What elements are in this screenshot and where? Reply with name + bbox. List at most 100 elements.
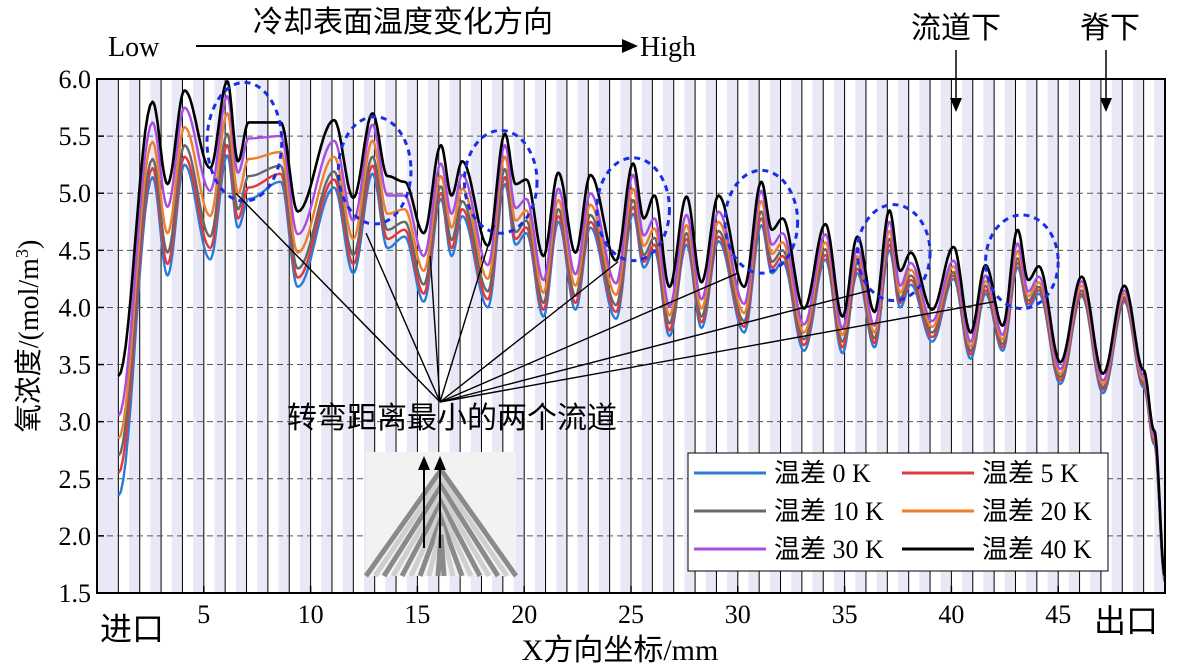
- ridge-band: [620, 79, 631, 593]
- ridge-band: [1068, 79, 1080, 593]
- highlight-ellipse: [205, 80, 284, 203]
- highlight-ellipse: [723, 168, 800, 275]
- ridge-band: [983, 79, 995, 593]
- ridge-band: [214, 79, 226, 593]
- highlight-ellipse: [984, 213, 1060, 311]
- outlet-label: 出口: [1094, 603, 1158, 639]
- y-axis-label-sup: 3: [12, 249, 32, 258]
- y-axis-label-end: ): [14, 240, 45, 249]
- legend-label: 温差 20 K: [982, 497, 1092, 526]
- ridge-band: [534, 79, 546, 593]
- ridge-band: [150, 79, 162, 593]
- y-tick-label: 1.5: [59, 579, 92, 608]
- ridge-band: [342, 79, 354, 593]
- ridge-band: [812, 79, 824, 593]
- ridge-band: [1026, 79, 1037, 593]
- y-tick-label: 2.0: [59, 522, 92, 551]
- ridge-band: [321, 79, 332, 593]
- ridge-band: [1004, 79, 1016, 593]
- ridge-band: [278, 79, 290, 593]
- legend-label: 温差 0 K: [774, 459, 871, 488]
- ridge-band: [1154, 79, 1165, 593]
- highlight-ellipse: [595, 156, 671, 263]
- ridge-band: [470, 79, 482, 593]
- channel-arrow-head-icon: [950, 98, 962, 112]
- ridge-band: [855, 79, 866, 593]
- x-tick-label: 35: [832, 600, 858, 629]
- x-tick-label: 10: [298, 600, 324, 629]
- ridge-band: [97, 79, 119, 593]
- inset-arrow-head-icon: [434, 456, 446, 470]
- flow-field-inset: [363, 452, 519, 578]
- ridge-band: [492, 79, 503, 593]
- highlight-ellipse: [336, 115, 413, 226]
- callout-line: [365, 232, 441, 403]
- y-tick-label: 4.0: [59, 293, 92, 322]
- ridge-band: [513, 79, 525, 593]
- ridge-band: [428, 79, 439, 593]
- y-tick-label: 3.5: [59, 351, 92, 380]
- ridge-band: [406, 79, 418, 593]
- y-tick-label: 6.0: [59, 65, 92, 94]
- legend-label: 温差 30 K: [774, 535, 884, 564]
- legend-label: 温差 40 K: [982, 535, 1092, 564]
- y-tick-label: 2.5: [59, 465, 92, 494]
- y-ticks: 1.5 2.0 2.5 3.0 3.5 4.0 4.5 5.0 5.5 6.0: [59, 65, 104, 608]
- ridge-band: [257, 79, 268, 593]
- ridge-band: [684, 79, 696, 593]
- ridge-band: [727, 79, 738, 593]
- inset-arrow-head-icon: [418, 456, 430, 470]
- callout-line: [235, 192, 441, 403]
- ridge-band: [1132, 79, 1144, 593]
- ridge-arrow-head-icon: [1100, 98, 1112, 112]
- x-axis-label: X方向坐标/mm: [522, 634, 719, 667]
- x-tick-label: 30: [725, 600, 751, 629]
- ridge-label: 脊下: [1080, 12, 1140, 45]
- ridge-band: [940, 79, 952, 593]
- ridge-band: [577, 79, 589, 593]
- ridge-band: [171, 79, 183, 593]
- ridge-band: [235, 79, 247, 593]
- series-line-5: [117, 80, 1167, 577]
- callout-label: 转弯距离最小的两个流道: [287, 402, 617, 435]
- y-tick-label: 5.0: [59, 179, 92, 208]
- x-ticks: 5 10 15 20 25 30 35 40 45: [197, 586, 1071, 629]
- ridge-band: [193, 79, 204, 593]
- callout-line: [439, 224, 495, 403]
- x-tick-label: 15: [404, 600, 430, 629]
- callout-line: [439, 301, 995, 403]
- legend-label: 温差 10 K: [774, 497, 884, 526]
- y-tick-label: 5.5: [59, 122, 92, 151]
- ridge-band: [876, 79, 888, 593]
- arrow-head-icon: [622, 39, 638, 53]
- x-tick-label: 40: [938, 600, 964, 629]
- legend: 温差 0 K 温差 5 K 温差 10 K 温差 20 K 温差 30 K 温差 40 K: [687, 452, 1109, 572]
- ridge-band: [449, 79, 461, 593]
- highlight-ellipses: [205, 80, 1060, 311]
- ridge-band: [385, 79, 397, 593]
- inlet-label: 进口: [100, 611, 164, 647]
- y-axis-label: 氧浓度/(mol/m3): [12, 240, 45, 433]
- callout-line: [429, 255, 441, 403]
- ridge-band: [556, 79, 567, 593]
- ridge-band: [769, 79, 781, 593]
- channel-label: 流道下: [911, 12, 1001, 45]
- ridge-band: [641, 79, 653, 593]
- ridge-band: [748, 79, 760, 593]
- y-tick-label: 3.0: [59, 408, 92, 437]
- y-axis-label-main: 氧浓度/(mol/m: [13, 258, 45, 432]
- low-label: Low: [108, 32, 160, 63]
- legend-label: 温差 5 K: [982, 459, 1079, 488]
- y-tick-label: 4.5: [59, 236, 92, 265]
- ridge-band: [919, 79, 931, 593]
- ridge-band: [791, 79, 802, 593]
- callout-line: [439, 272, 739, 403]
- x-tick-label: 5: [197, 600, 210, 629]
- series-line-4: [117, 94, 1167, 578]
- ridge-band: [1111, 79, 1123, 593]
- ridge-band: [598, 79, 610, 593]
- callout-line: [439, 289, 871, 403]
- highlight-ellipse: [855, 203, 932, 303]
- x-tick-label: 20: [511, 600, 537, 629]
